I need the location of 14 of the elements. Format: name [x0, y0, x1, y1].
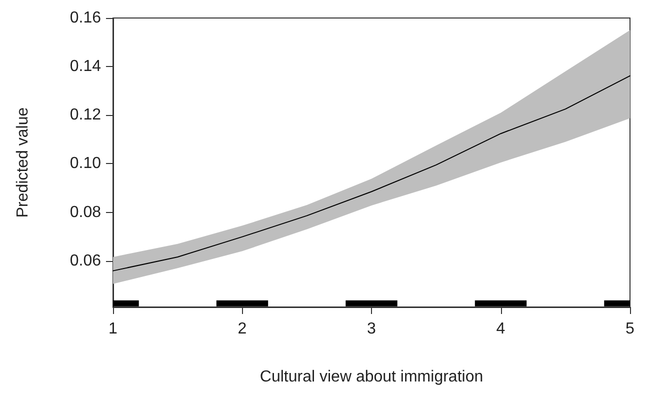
x-tick-label: 1: [108, 320, 118, 338]
y-tick-label: 0.08: [70, 204, 102, 221]
x-tick-label: 4: [496, 320, 506, 338]
y-tick-label: 0.10: [70, 155, 102, 172]
x-tick-label: 3: [367, 320, 376, 338]
y-tick-label: 0.16: [70, 10, 102, 26]
x-tick-label: 2: [238, 320, 247, 338]
y-tick-label: 0.06: [70, 252, 102, 270]
y-axis-title: Predicted value: [14, 107, 32, 218]
x-tick-label: 5: [626, 320, 635, 338]
y-tick-label: 0.12: [70, 106, 102, 124]
y-tick-label: 0.14: [70, 58, 102, 76]
line-series: [112, 75, 630, 272]
x-axis-title: Cultural view about immigration: [260, 368, 484, 386]
